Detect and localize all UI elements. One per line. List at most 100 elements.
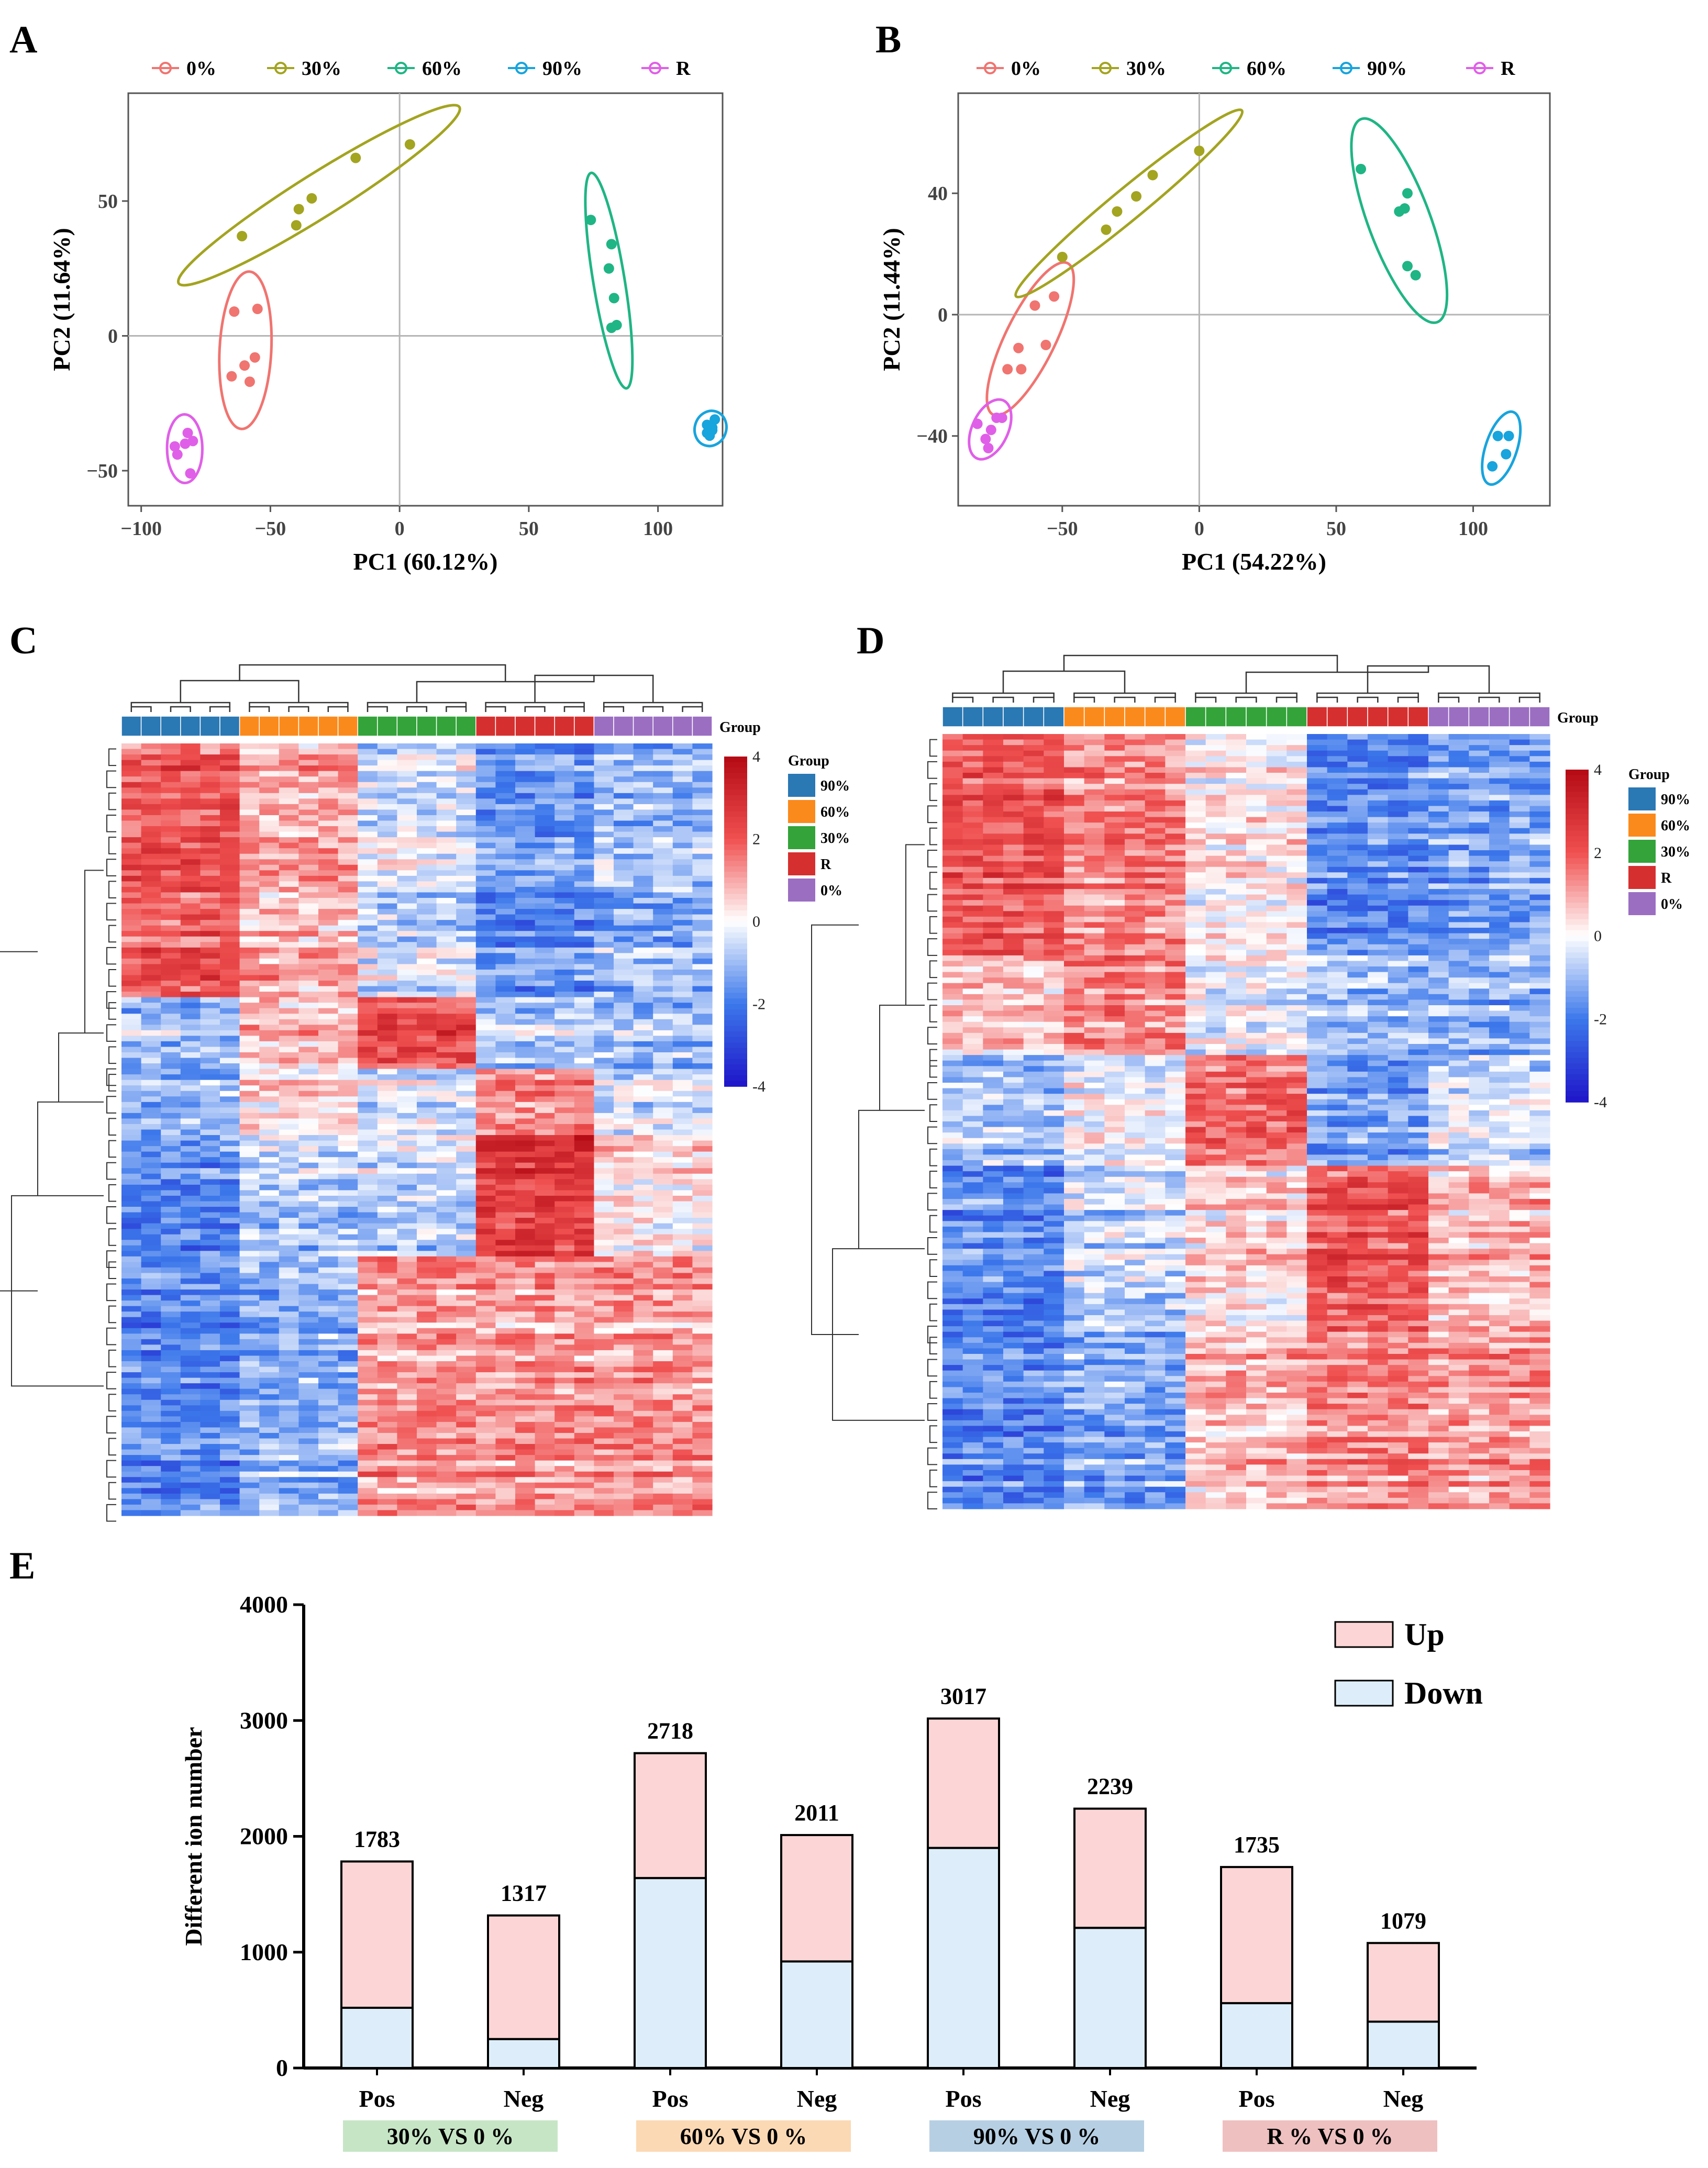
heatmap-cell [495,1251,516,1257]
heatmap-cell [318,1344,339,1351]
heatmap-cell [692,1405,713,1411]
heatmap-cell [495,1207,516,1213]
heatmap-cell [377,931,397,937]
heatmap-cell [338,1421,358,1428]
heatmap-cell [318,1168,339,1174]
heatmap-cell [397,776,417,783]
heatmap-cell [161,1493,181,1499]
heatmap-cell [475,1052,496,1059]
heatmap-cell [515,1080,536,1086]
heatmap-cell [338,1438,358,1444]
heatmap-cell [633,859,653,865]
panel-label-c: C [9,619,37,662]
heatmap-cell [298,1306,319,1312]
heatmap-cell [1246,778,1267,784]
heatmap-cell [180,1477,201,1483]
heatmap-cell [1469,795,1490,801]
heatmap-cell [515,1003,536,1009]
heatmap-cell [397,981,417,987]
heatmap-cell [180,1300,201,1307]
heatmap-cell [554,1173,575,1180]
heatmap-cell [121,804,142,810]
heatmap-cell [121,1289,142,1296]
heatmap-cell [358,1273,378,1279]
heatmap-cell [239,1157,260,1163]
heatmap-cell [633,1388,653,1395]
heatmap-cell [338,992,358,998]
heatmap-cell [377,1471,397,1477]
heatmap-cell [614,815,634,821]
heatmap-cell [1185,773,1206,779]
heatmap-cell [200,1449,220,1455]
heatmap-cell [633,864,653,871]
heatmap-cell [121,1184,142,1191]
heatmap-cell [633,1333,653,1340]
colorbar-tick-label: -4 [752,1078,766,1095]
heatmap-cell [594,875,614,882]
heatmap-cell [594,1085,614,1092]
heatmap-cell [397,1344,417,1351]
heatmap-cell [417,1444,437,1450]
heatmap-cell [298,787,319,794]
heatmap-cell [259,1333,280,1340]
heatmap-cell [574,1444,594,1450]
heatmap-cell [417,1030,437,1036]
heatmap-cell [515,1124,536,1130]
heatmap-cell [554,1195,575,1202]
heatmap-cell [161,1085,181,1092]
heatmap-cell [377,1195,397,1202]
heatmap-cell [633,1201,653,1207]
heatmap-cell [397,1394,417,1400]
heatmap-cell [259,1444,280,1450]
heatmap-cell [338,1317,358,1323]
heatmap-cell [554,942,575,948]
heatmap-cell [692,1482,713,1488]
colorbar-segment [724,998,747,1005]
heatmap-cell [495,1405,516,1411]
heatmap-cell [121,1019,142,1025]
heatmap-cell [574,1025,594,1031]
heatmap-cell [1185,750,1206,757]
heatmap-cell [417,1421,437,1428]
heatmap-cell [358,1432,378,1439]
heatmap-cell [397,1383,417,1389]
heatmap-cell [672,1306,693,1312]
heatmap-cell [594,881,614,887]
heatmap-cell [692,898,713,904]
heatmap-cell [239,1466,260,1472]
row-dendrogram [0,748,116,1522]
heatmap-cell [1469,767,1490,773]
heatmap-cell [358,1058,378,1064]
heatmap-cell [220,1377,240,1384]
heatmap-cell [475,1471,496,1477]
heatmap-cell [180,1377,201,1384]
heatmap-cell [318,1080,339,1086]
heatmap-cell [141,975,161,981]
heatmap-cell [259,892,280,898]
data-point-60% [1402,188,1413,199]
group-annotation-cell [436,716,457,737]
heatmap-cell [495,1008,516,1014]
heatmap-cell [121,1262,142,1268]
heatmap-cell [121,1510,142,1516]
heatmap-cell [633,848,653,854]
heatmap-cell [298,1482,319,1488]
heatmap-cell [1428,756,1449,762]
heatmap-cell [121,1008,142,1014]
heatmap-cell [1145,800,1166,807]
heatmap-cell [653,1432,673,1439]
heatmap-cell [614,1124,634,1130]
heatmap-cell [495,1361,516,1367]
heatmap-cell [692,1410,713,1417]
heatmap-cell [417,1041,437,1048]
heatmap-cell [220,909,240,915]
heatmap-cell [141,1190,161,1196]
heatmap-cell [377,1493,397,1499]
data-point-0% [1002,364,1013,375]
heatmap-cell [475,920,496,926]
heatmap-cell [574,1047,594,1053]
heatmap-cell [1428,795,1449,801]
heatmap-cell [338,1080,358,1086]
heatmap-cell [141,776,161,783]
heatmap-cell [377,1085,397,1092]
